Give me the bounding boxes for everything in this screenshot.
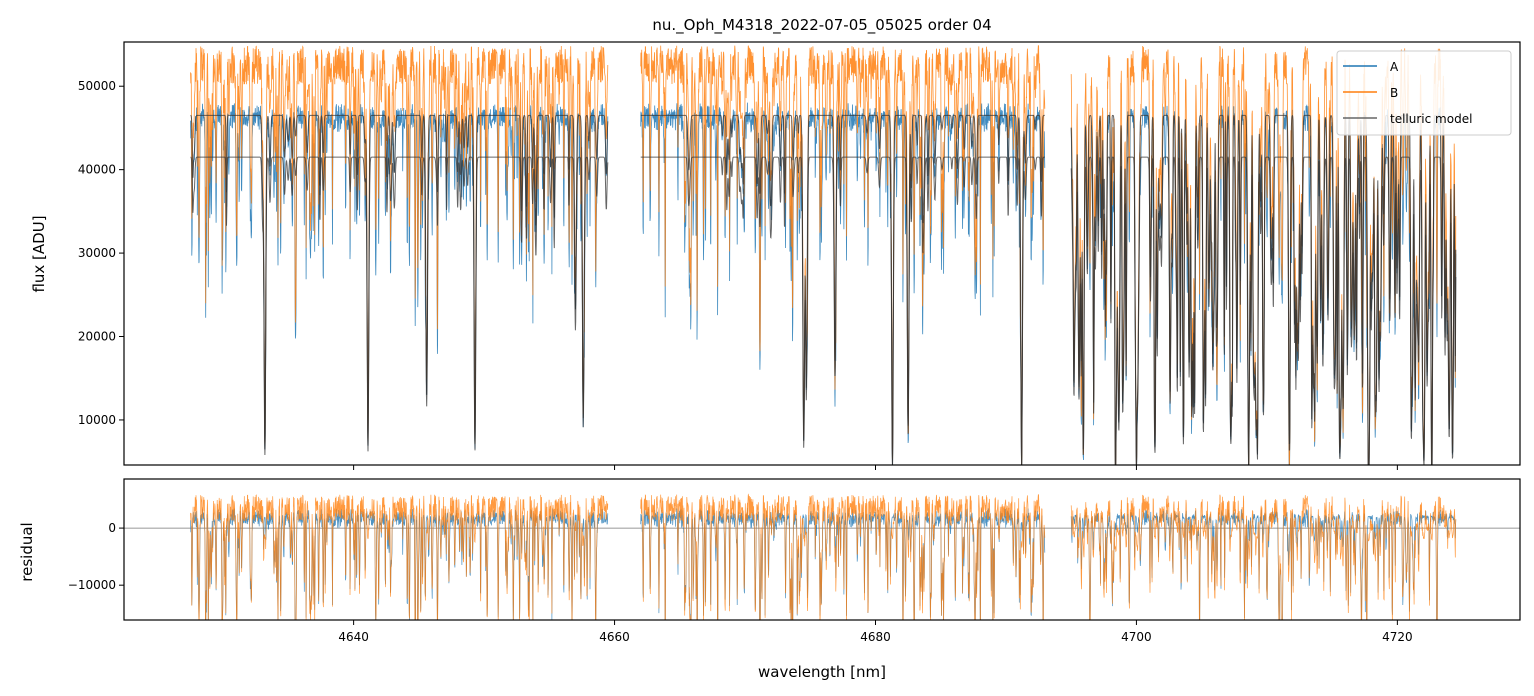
residual-a-line-segment-1 xyxy=(640,507,1046,620)
residual-b-line-segment-2 xyxy=(1070,494,1457,620)
legend-label-model: telluric model xyxy=(1390,112,1472,126)
y-tick-label: 30000 xyxy=(78,246,116,260)
x-tick-label: 4680 xyxy=(860,630,891,644)
y-tick-label: 0 xyxy=(108,521,116,535)
residual-b-line-segment-0 xyxy=(190,494,609,620)
chart-title: nu._Oph_M4318_2022-07-05_05025 order 04 xyxy=(652,16,991,35)
y-tick-label: −10000 xyxy=(68,578,116,592)
telluric-model-line-segment-0 xyxy=(190,114,609,450)
telluric-model-line-lower-segment-2 xyxy=(1070,156,1457,465)
y-axis-label-main: flux [ADU] xyxy=(30,215,48,292)
legend-frame xyxy=(1336,50,1512,136)
legend: A B telluric model xyxy=(1336,50,1512,136)
series-a-line-segment-1 xyxy=(640,102,1046,465)
x-tick-label: 4640 xyxy=(338,630,369,644)
residual-panel: 4640 4660 4680 4700 4720 −10000 0 xyxy=(68,478,1521,644)
y-axis-label-residual: residual xyxy=(18,522,36,581)
axes-frame xyxy=(123,478,1521,621)
y-tick-label: 10000 xyxy=(78,413,116,427)
legend-label-a: A xyxy=(1390,60,1399,74)
x-tick-label: 4700 xyxy=(1121,630,1152,644)
telluric-model-line-lower-segment-0 xyxy=(190,156,609,456)
series-a-line-segment-0 xyxy=(190,103,609,450)
x-tick-label: 4720 xyxy=(1382,630,1413,644)
y-tick-label: 20000 xyxy=(78,330,116,344)
residual-b-line-segment-1 xyxy=(640,493,1046,620)
main-panel: 10000 20000 30000 40000 50000 xyxy=(78,41,1521,470)
legend-label-b: B xyxy=(1390,86,1398,100)
x-axis-label: wavelength [nm] xyxy=(758,663,886,681)
telluric-model-line-lower-segment-1 xyxy=(640,156,1045,465)
series-b-line-segment-0 xyxy=(190,45,609,444)
y-tick-label: 50000 xyxy=(78,79,116,93)
x-tick-label: 4660 xyxy=(599,630,630,644)
telluric-model-line-segment-1 xyxy=(640,114,1045,465)
series-b-line-segment-1 xyxy=(640,45,1046,465)
y-tick-label: 40000 xyxy=(78,163,116,177)
